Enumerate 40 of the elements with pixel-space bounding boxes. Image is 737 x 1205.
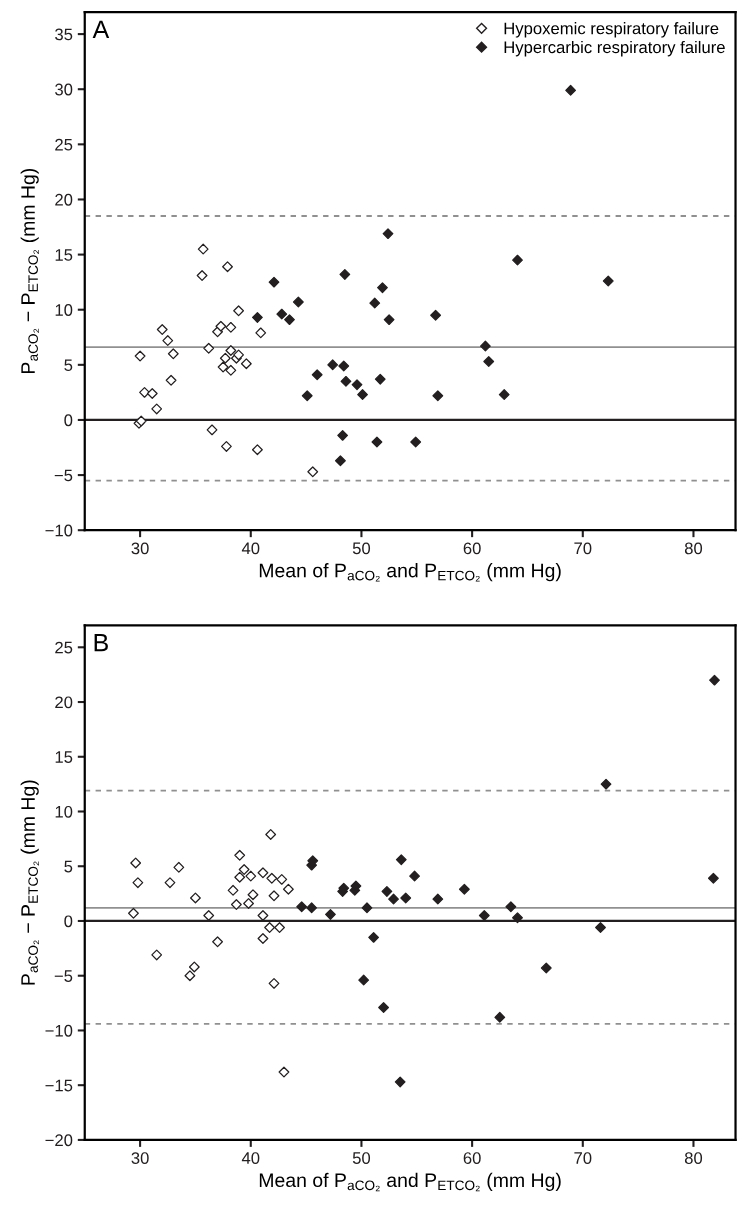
x-tick-label: 40	[241, 1152, 260, 1164]
annotation: A	[92, 20, 110, 38]
legend-label: Hypoxemic respiratory failure	[504, 22, 719, 38]
x-tick-label: 70	[574, 542, 592, 555]
x-tick-label: 50	[352, 1152, 371, 1164]
x-tick-label: 50	[352, 542, 371, 555]
x-tick-label: 80	[684, 1152, 703, 1164]
y-tick-label: −5	[54, 469, 73, 482]
x-tick-label: 30	[131, 1152, 149, 1164]
y-tick-label: −20	[45, 1134, 73, 1147]
y-axis-title: P$_{aCO₂}$ − P$_{ETCO₂}$ (mm Hg)	[20, 168, 39, 373]
x-tick-label: 70	[574, 1152, 592, 1164]
y-tick-label: 10	[55, 304, 73, 316]
y-tick-label: 0	[64, 915, 73, 928]
annotation: B	[94, 634, 108, 652]
y-tick-label: 25	[55, 138, 73, 151]
x-tick-label: 80	[684, 542, 703, 555]
y-tick-label: 10	[55, 805, 73, 818]
y-tick-label: 5	[64, 860, 73, 873]
x-tick-label: 30	[131, 542, 149, 555]
x-tick-label: 60	[463, 1152, 481, 1164]
y-tick-label: −10	[45, 524, 73, 537]
y-tick-label: −5	[54, 970, 73, 982]
y-tick-label: 20	[55, 193, 73, 206]
y-tick-label: 5	[64, 359, 73, 372]
y-tick-label: 30	[55, 83, 73, 96]
y-tick-label: 0	[64, 414, 73, 427]
y-tick-label: 35	[55, 28, 73, 41]
y-tick-label: 15	[55, 751, 73, 763]
x-axis-title: Mean of P$_{aCO₂}$ and P$_{ETCO₂}$ (mm Hg)	[259, 563, 561, 582]
x-axis-title: Mean of P$_{aCO₂}$ and P$_{ETCO₂}$ (mm Hg)	[259, 1172, 561, 1192]
y-tick-label: 20	[55, 696, 73, 709]
y-tick-label: −15	[45, 1079, 73, 1092]
y-tick-label: 25	[55, 641, 73, 654]
x-tick-label: 60	[463, 542, 481, 555]
x-tick-label: 40	[241, 542, 260, 555]
y-tick-label: −10	[45, 1024, 73, 1037]
y-axis-title: P$_{aCO₂}$ − P$_{ETCO₂}$ (mm Hg)	[20, 780, 39, 985]
y-tick-label: 15	[55, 249, 73, 261]
legend-label: Hypercarbic respiratory failure	[504, 40, 725, 57]
